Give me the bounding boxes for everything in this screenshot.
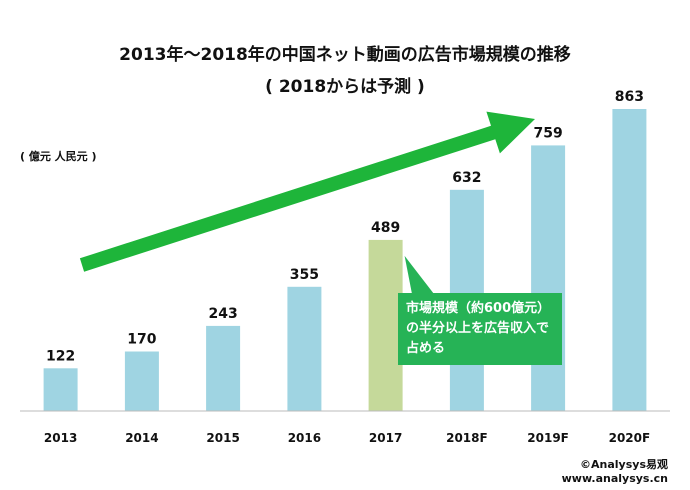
- x-tick-label-2020F: 2020F: [609, 431, 651, 445]
- value-label-2020F: 863: [615, 89, 644, 105]
- x-tick-label-2015: 2015: [206, 431, 239, 445]
- value-label-2015: 243: [208, 306, 237, 322]
- x-tick-label-2019F: 2019F: [527, 431, 569, 445]
- x-tick-label-2018F: 2018F: [446, 431, 488, 445]
- callout-pointer: [404, 255, 434, 294]
- bars-group: [43, 109, 647, 411]
- bar-2015: [206, 325, 241, 411]
- value-label-2013: 122: [46, 348, 75, 364]
- trend-arrow: [79, 111, 536, 272]
- website-credit: www.analysys.cn: [561, 472, 668, 485]
- bar-2019F: [531, 145, 566, 411]
- bar-2014: [124, 351, 159, 411]
- value-label-2016: 355: [290, 267, 319, 283]
- x-tick-label-2013: 2013: [44, 431, 77, 445]
- value-label-2019F: 759: [533, 125, 562, 141]
- unit-label: ( 億元 人民元 ): [20, 150, 97, 163]
- value-label-2018F: 632: [452, 170, 481, 186]
- x-tick-label-2017: 2017: [369, 431, 402, 445]
- growth-arrow-shape: [79, 111, 536, 272]
- chart-title: 2013年～2018年の中国ネット動画の広告市場規模の推移: [119, 45, 571, 65]
- labels-group: 122 2013 170 2014 243 2015 355 2016 489 2017 632 20…: [44, 89, 650, 445]
- bar-2016: [287, 286, 322, 411]
- chart-subtitle: ( 2018からは予測 ): [265, 77, 425, 97]
- value-label-2017: 489: [371, 220, 400, 236]
- bar-2020F: [612, 109, 647, 411]
- bar-2017: [368, 239, 403, 411]
- x-tick-label-2016: 2016: [288, 431, 321, 445]
- value-label-2014: 170: [127, 332, 156, 348]
- bar-2013: [43, 368, 78, 411]
- callout-box: 市場規模（約600億元）の半分以上を広告収入で占める: [398, 293, 562, 365]
- copyright-credit: ©Analysys易观: [580, 458, 668, 471]
- x-tick-label-2014: 2014: [125, 431, 158, 445]
